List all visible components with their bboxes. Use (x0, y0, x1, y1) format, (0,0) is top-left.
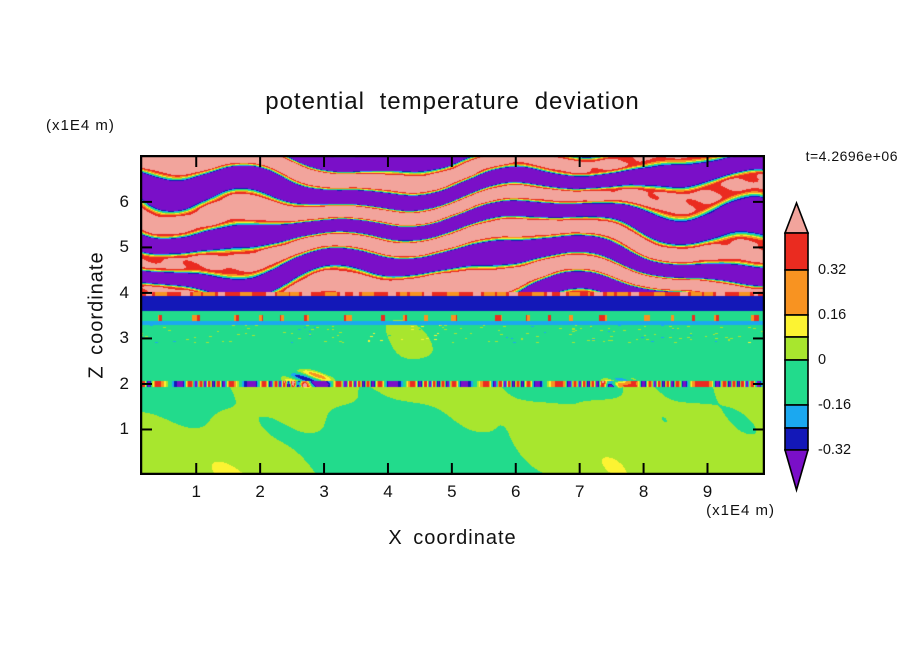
x-tick-label: 7 (574, 482, 585, 501)
colorbar-tick-label: -0.32 (818, 442, 851, 458)
x-tick-label: 2 (255, 482, 265, 501)
x-axis-unit-label: (x1E4 m) (706, 502, 775, 519)
y-tick-label: 2 (119, 373, 129, 393)
y-tick-label: 6 (119, 191, 129, 211)
y-tick-label: 3 (119, 328, 129, 348)
colorbar-segment-orange (784, 269, 809, 316)
colorbar-segment-navy (784, 427, 809, 451)
y-tick-label: 5 (119, 237, 129, 257)
x-tick-label: 3 (319, 482, 329, 501)
colorbar-segment-red (784, 232, 809, 271)
x-tick-label: 4 (383, 482, 393, 501)
colorbar-tick-label: 0 (818, 352, 826, 368)
x-tick-label: 9 (702, 482, 713, 501)
colorbar-arrow-pink (783, 200, 810, 234)
heatmap-field-canvas (140, 155, 765, 475)
x-tick-label: 1 (191, 482, 201, 501)
time-annotation: t=4.2696e+06 (805, 148, 898, 164)
colorbar-tick-label: 0.32 (818, 262, 846, 278)
y-tick-label: 1 (119, 419, 129, 439)
colorbar-segment-yellow (784, 314, 809, 338)
colorbar-segment-green-yellow (784, 336, 809, 361)
y-axis-title: Z coordinate (85, 251, 108, 379)
x-tick-label: 5 (447, 482, 457, 501)
x-tick-label: 6 (511, 482, 521, 501)
x-tick-label: 8 (638, 482, 649, 501)
colorbar-tick-label: 0.16 (818, 307, 846, 323)
colorbar: 0.32 0.16 0 -0.16 -0.32 (783, 200, 851, 493)
colorbar-segment-green (784, 359, 809, 406)
colorbar-segment-cyan (784, 404, 809, 429)
y-tick-label: 4 (119, 282, 129, 302)
x-axis-title: X coordinate (388, 527, 517, 549)
colorbar-tick-label: -0.16 (818, 397, 851, 413)
chart-title: potential temperature deviation (265, 88, 640, 115)
colorbar-arrow-purple (783, 449, 810, 493)
y-axis-unit-label: (x1E4 m) (46, 117, 115, 134)
